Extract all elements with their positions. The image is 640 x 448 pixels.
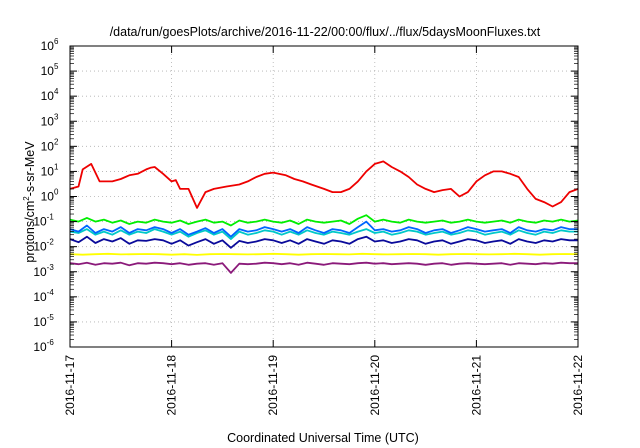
y-tick-label: 10-6 [33,338,54,354]
series-line-5 [69,235,578,249]
series-layer [69,160,579,274]
y-tick-exponent: 1 [54,162,59,171]
x-axis-label: Coordinated Universal Time (UTC) [227,431,419,445]
y-tick-exponent: 0 [54,188,59,197]
chart-title: /data/run/goesPlots/archive/2016-11-22/0… [110,25,541,39]
y-tick-label: 102 [41,137,59,153]
y-tick-label: 10-4 [33,288,54,304]
y-tick-label: 104 [41,87,59,103]
y-tick-exponent: -5 [47,313,55,322]
y-tick-exponent: 2 [54,137,59,146]
y-tick-exponent: 5 [54,62,59,71]
y-axis-label: protons/cm2-s-sr-MeV [22,141,37,263]
y-tick-base: 10 [41,89,55,103]
y-tick-base: 10 [41,114,55,128]
y-tick-label: 10-5 [33,313,54,329]
y-axis-label-rest: -s-sr-MeV [23,141,37,197]
series-line-6 [69,252,579,256]
y-tick-base: 10 [41,139,55,153]
y-tick-exponent: -1 [47,213,55,222]
y-tick-base: 10 [41,164,55,178]
y-tick-exponent: -6 [47,338,55,347]
x-tick-labels: 2016-11-17 2016-11-18 2016-11-19 2016-11-20… [63,355,585,416]
y-tick-exponent: 6 [54,37,59,46]
y-tick-base: 10 [33,215,47,229]
y-tick-base: 10 [41,190,55,204]
y-axis-label-main: protons/cm [23,201,37,263]
y-tick-base: 10 [33,290,47,304]
series-line-4 [69,220,578,238]
y-tick-label: 10-3 [33,263,54,279]
y-tick-exponent: 3 [54,112,59,121]
y-tick-base: 10 [41,39,55,53]
y-tick-label: 101 [41,162,59,178]
y-tick-label: 103 [41,112,59,128]
y-tick-base: 10 [33,240,47,254]
y-tick-base: 10 [33,340,47,354]
y-tick-exponent: 4 [54,87,59,96]
x-tick-label: 2016-11-17 [63,355,77,416]
x-tick-label: 2016-11-22 [571,355,585,416]
axis-ticks [69,45,579,348]
y-tick-exponent: -3 [47,263,55,272]
grid-lines [70,46,578,347]
series-line-2 [69,214,579,227]
x-tick-label: 2016-11-20 [368,355,382,416]
y-tick-label: 10-2 [33,238,54,254]
y-tick-base: 10 [41,64,55,78]
y-tick-exponent: -4 [47,288,55,297]
y-tick-labels: 10-610-510-410-310-210-11001011021031041… [33,37,59,354]
y-tick-label: 106 [41,37,59,53]
series-line-3 [69,228,578,241]
x-tick-label: 2016-11-19 [266,355,280,416]
y-tick-exponent: -2 [47,238,55,247]
y-tick-base: 10 [33,265,47,279]
y-axis-label-superscript: 2 [22,196,31,201]
y-tick-label: 105 [41,62,59,78]
y-tick-label: 10-1 [33,213,54,229]
series-line-1 [69,160,579,209]
x-tick-label: 2016-11-21 [469,355,483,416]
y-tick-base: 10 [33,315,47,329]
y-tick-label: 100 [41,188,59,204]
series-line-7 [69,261,578,274]
x-tick-label: 2016-11-18 [165,355,179,416]
